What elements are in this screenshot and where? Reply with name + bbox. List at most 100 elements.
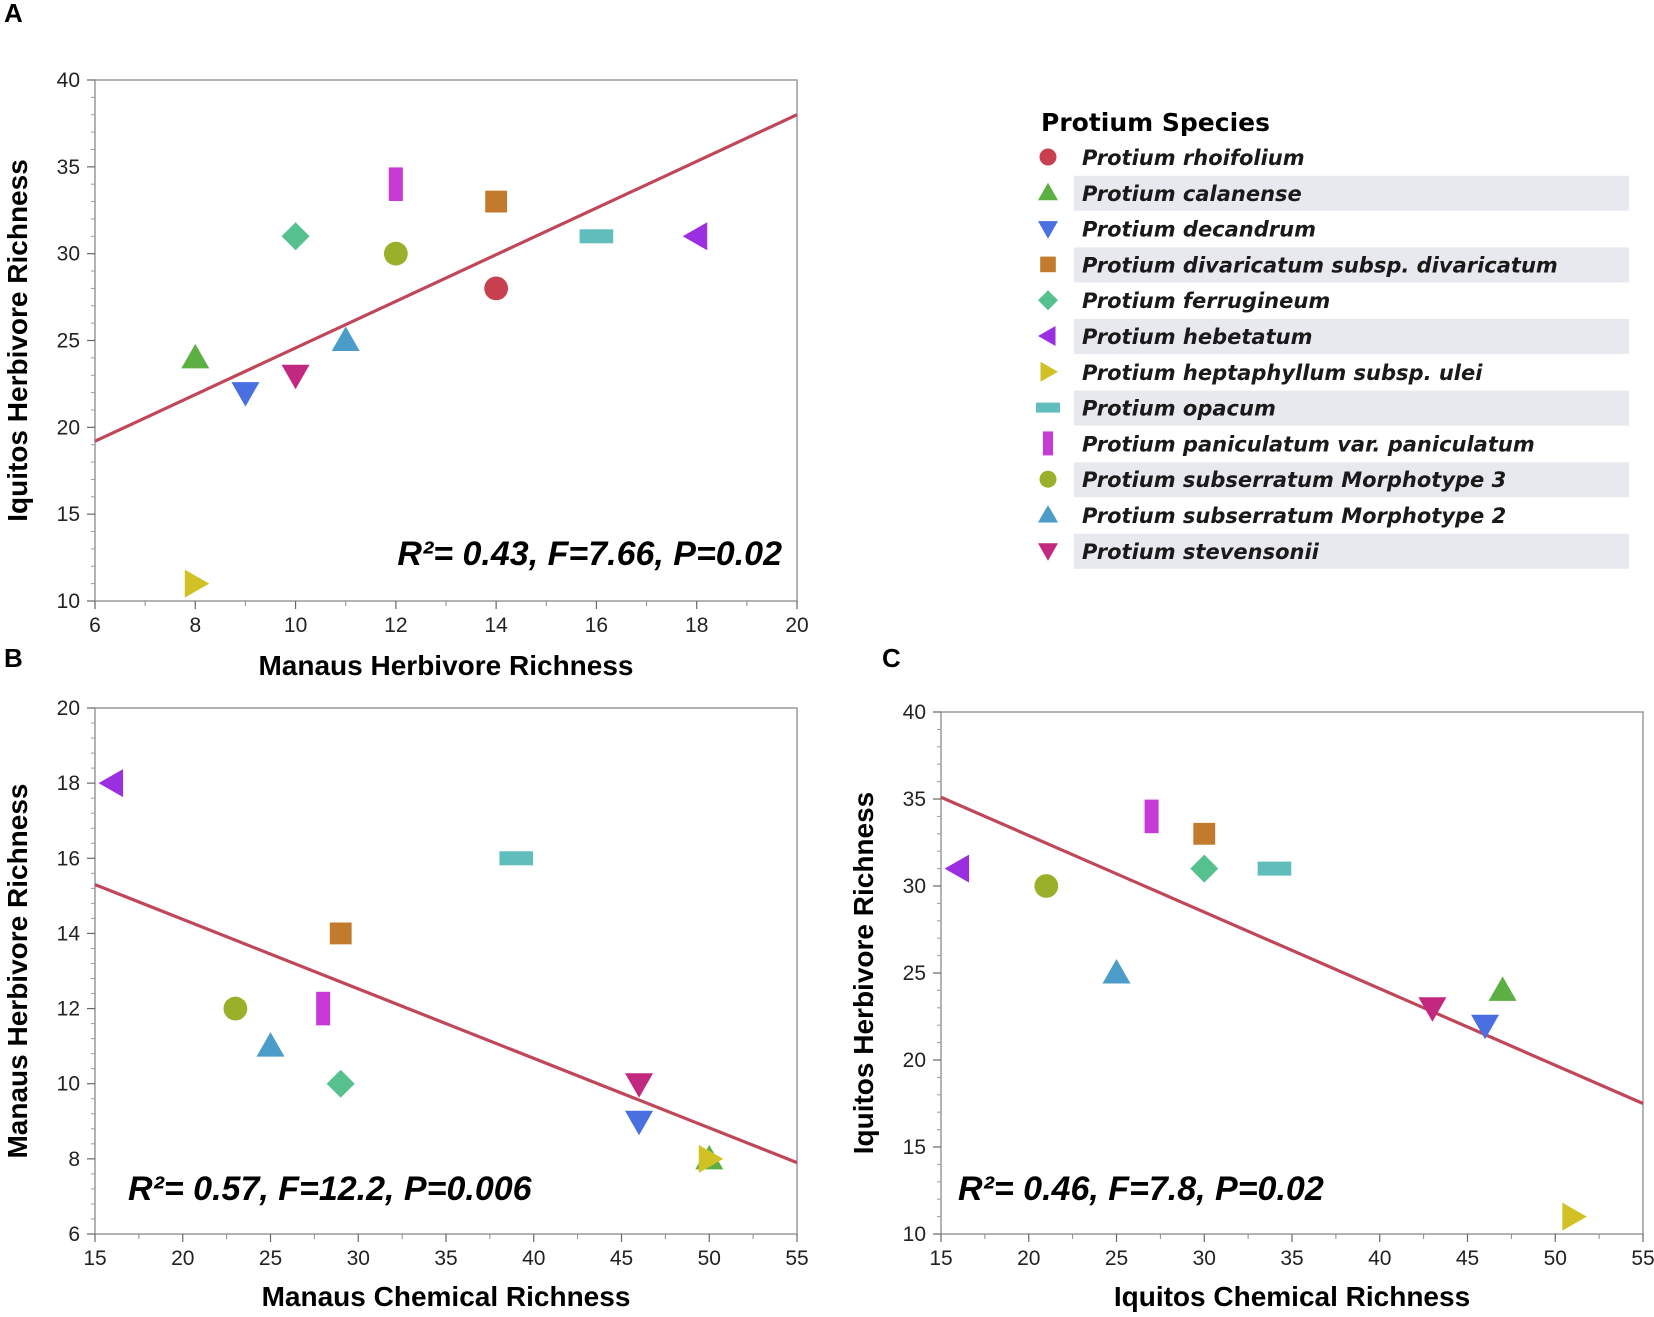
y-tick-label: 20 [57, 416, 80, 439]
y-tick-label: 16 [57, 847, 80, 870]
data-point [1034, 874, 1059, 898]
legend-marker [1038, 326, 1056, 346]
data-point [484, 276, 509, 301]
legend-marker [1038, 505, 1058, 523]
x-tick-label: 15 [929, 1247, 952, 1270]
data-point [256, 1032, 285, 1057]
data-point [316, 991, 331, 1026]
legend-marker [1038, 543, 1058, 561]
y-tick-label: 10 [57, 590, 80, 613]
y-tick-label: 30 [57, 243, 80, 266]
legend-items: Protium rhoifolium Protium calanense Proti… [1036, 146, 1629, 569]
legend-label: Protium ferrugineum [1082, 289, 1330, 313]
x-tick-label: 35 [434, 1247, 457, 1270]
x-tick-label: 6 [89, 614, 101, 637]
legend-label: Protium subserratum Morphotype 2 [1082, 504, 1506, 528]
data-point [181, 343, 210, 369]
x-tick-label: 18 [685, 614, 708, 637]
x-tick-label: 12 [384, 614, 407, 637]
legend-label: Protium paniculatum var. paniculatum [1082, 432, 1535, 456]
legend-label: Protium decandrum [1082, 218, 1316, 242]
y-tick-label: 40 [57, 69, 80, 92]
legend-item: Protium divaricatum subsp. divaricatum [1040, 247, 1629, 283]
y-tick-label: 20 [57, 697, 80, 720]
x-tick-label: 45 [1456, 1247, 1479, 1270]
legend-marker [1036, 402, 1060, 413]
y-tick-label: 10 [57, 1073, 80, 1096]
y-tick-label: 18 [57, 772, 80, 795]
legend-item: Protium stevensonii [1038, 533, 1629, 569]
data-point [499, 851, 533, 866]
x-axis-label: Iquitos Chemical Richness [1114, 1281, 1470, 1312]
plot-frame [94, 707, 798, 1235]
legend-item: Protium subserratum Morphotype 3 [1039, 462, 1629, 498]
legend-item: Protium paniculatum var. paniculatum [1043, 431, 1535, 456]
y-axis-label: Manaus Herbivore Richness [2, 783, 33, 1158]
data-point [98, 769, 124, 798]
legend-label: Protium calanense [1082, 182, 1302, 206]
panel-label: C [882, 643, 901, 673]
regression-line [94, 883, 798, 1165]
x-tick-label: 40 [1368, 1247, 1391, 1270]
stat-annotation: R²= 0.46, F=7.8, P=0.02 [958, 1170, 1324, 1208]
legend-row-shade [1074, 319, 1629, 354]
y-tick-label: 20 [903, 1049, 926, 1072]
y-tick-label: 6 [68, 1223, 80, 1246]
legend-marker [1038, 290, 1058, 311]
legend-item: Protium heptaphyllum subsp. ulei [1040, 361, 1483, 385]
data-point [326, 1069, 355, 1098]
x-tick-label: 30 [1193, 1247, 1216, 1270]
x-tick-label: 25 [259, 1247, 282, 1270]
x-tick-label: 25 [1105, 1247, 1128, 1270]
x-axis-label: Manaus Chemical Richness [262, 1281, 631, 1312]
legend-marker [1040, 361, 1058, 382]
data-point [1190, 854, 1219, 883]
stat-annotation: R²= 0.57, F=12.2, P=0.006 [128, 1170, 533, 1208]
y-tick-label: 14 [57, 922, 81, 945]
legend-item: Protium opacum [1036, 390, 1629, 426]
data-point [579, 229, 614, 244]
legend-row-shade [1074, 175, 1629, 211]
x-tick-label: 55 [785, 1247, 808, 1270]
y-tick-label: 12 [57, 998, 80, 1021]
plot-frame [940, 711, 1644, 1235]
data-point [682, 222, 708, 251]
legend-row-shade [1074, 247, 1629, 283]
data-point [625, 1073, 654, 1098]
y-tick-label: 25 [57, 330, 80, 353]
x-tick-label: 15 [83, 1247, 106, 1270]
legend-label: Protium stevensonii [1082, 540, 1320, 564]
data-point [1193, 822, 1216, 845]
legend-label: Protium divaricatum subsp. divaricatum [1082, 253, 1558, 277]
legend-item: Protium ferrugineum [1038, 289, 1330, 313]
legend-row-shade [1074, 533, 1629, 569]
y-tick-label: 10 [903, 1223, 926, 1246]
legend-label: Protium opacum [1082, 397, 1276, 421]
legend-row-shade [1074, 390, 1629, 426]
legend-label: Protium heptaphyllum subsp. ulei [1082, 361, 1483, 385]
legend-label: Protium hebetatum [1082, 325, 1312, 349]
data-point [231, 382, 260, 407]
data-point [485, 190, 508, 213]
regression-line [940, 795, 1644, 1105]
data-point [1488, 976, 1517, 1001]
legend-label: Protium subserratum Morphotype 3 [1082, 468, 1506, 492]
x-tick-label: 16 [585, 614, 608, 637]
x-tick-label: 20 [785, 614, 808, 637]
data-point [383, 241, 408, 266]
data-point [329, 922, 352, 945]
x-tick-label: 30 [347, 1247, 370, 1270]
y-axis-label: Iquitos Herbivore Richness [2, 159, 33, 522]
y-tick-label: 8 [68, 1148, 80, 1171]
legend-item: Protium calanense [1038, 175, 1629, 211]
plot-frame [94, 79, 798, 602]
x-tick-label: 40 [522, 1247, 545, 1270]
panel-b: B 15 20 25 30 35 40 45 50 55 6 8 10 12 14 16 18 20 Manaus … [2, 643, 809, 1312]
y-tick-label: 40 [903, 701, 926, 724]
panel-label: B [4, 643, 23, 673]
legend-row-shade [1074, 462, 1629, 498]
x-tick-label: 20 [171, 1247, 194, 1270]
legend-item: Protium hebetatum [1038, 319, 1629, 354]
